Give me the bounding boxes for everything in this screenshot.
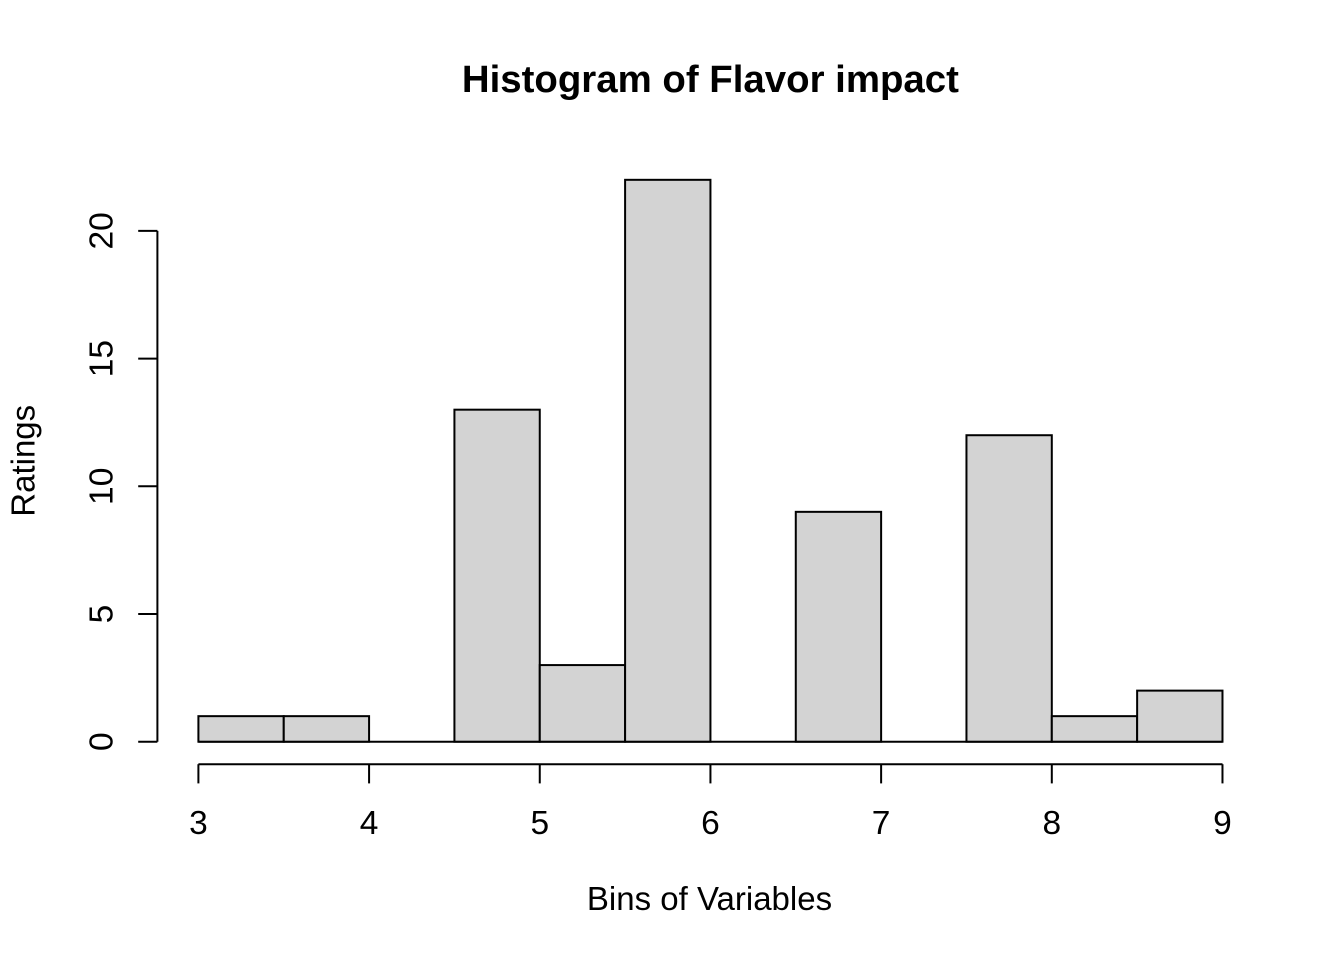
svg-text:3: 3 bbox=[189, 805, 208, 842]
svg-text:10: 10 bbox=[84, 468, 121, 505]
svg-text:7: 7 bbox=[872, 805, 891, 842]
svg-text:6: 6 bbox=[701, 805, 720, 842]
svg-text:Bins of Variables: Bins of Variables bbox=[587, 880, 832, 917]
svg-text:0: 0 bbox=[84, 732, 121, 751]
svg-text:15: 15 bbox=[84, 340, 121, 377]
svg-text:Ratings: Ratings bbox=[5, 405, 42, 517]
svg-text:5: 5 bbox=[530, 805, 549, 842]
svg-text:9: 9 bbox=[1213, 805, 1232, 842]
svg-text:8: 8 bbox=[1042, 805, 1061, 842]
svg-text:4: 4 bbox=[360, 805, 379, 842]
svg-text:Histogram of Flavor impact: Histogram of Flavor impact bbox=[462, 58, 959, 101]
svg-text:5: 5 bbox=[84, 605, 121, 624]
svg-text:20: 20 bbox=[84, 212, 121, 249]
